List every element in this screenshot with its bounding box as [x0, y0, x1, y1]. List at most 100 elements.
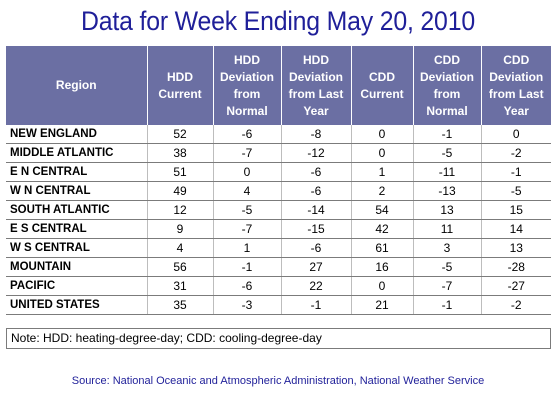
header-cdd-dev-normal: CDD Deviation from Normal — [413, 46, 482, 125]
header-label-line: Year — [503, 103, 529, 118]
value-cell: 1 — [351, 162, 414, 182]
region-cell: E S CENTRAL — [6, 219, 148, 239]
header-label-line: Normal — [226, 103, 268, 118]
table-row: W N CENTRAL 49 4 -6 2 -13 -5 — [6, 181, 551, 201]
value-cell: -5 — [413, 143, 482, 163]
header-label-line: HDD — [167, 69, 193, 84]
value-cell: 22 — [281, 276, 352, 296]
header-label-line: Deviation — [288, 69, 343, 84]
header-label-line: from Last — [488, 86, 544, 101]
table-row: MIDDLE ATLANTIC 38 -7 -12 0 -5 -2 — [6, 143, 551, 163]
table-row: SOUTH ATLANTIC 12 -5 -14 54 13 15 — [6, 200, 551, 220]
table-row: UNITED STATES 35 -3 -1 21 -1 -2 — [6, 295, 551, 315]
value-cell: 11 — [413, 219, 482, 239]
value-cell: -1 — [213, 257, 282, 277]
region-cell: W N CENTRAL — [6, 181, 148, 201]
value-cell: 13 — [413, 200, 482, 220]
value-cell: -7 — [213, 219, 282, 239]
value-cell: 0 — [213, 162, 282, 182]
table-row: PACIFIC 31 -6 22 0 -7 -27 — [6, 276, 551, 296]
header-hdd-dev-normal: HDD Deviation from Normal — [213, 46, 282, 125]
header-label-line: HDD — [303, 52, 329, 67]
value-cell: 14 — [481, 219, 551, 239]
value-cell: 0 — [351, 276, 414, 296]
degree-day-table: Region HDD Current HDD Deviation from Normal HD… — [6, 46, 551, 315]
header-label-line: from — [233, 86, 261, 101]
value-cell: -2 — [481, 295, 551, 315]
header-label-line: Deviation — [219, 69, 274, 84]
value-cell: 54 — [351, 200, 414, 220]
value-cell: -1 — [413, 125, 482, 144]
region-cell: W S CENTRAL — [6, 238, 148, 258]
table-note: Note: HDD: heating-degree-day; CDD: cool… — [6, 328, 551, 349]
value-cell: 35 — [147, 295, 214, 315]
value-cell: 2 — [351, 181, 414, 201]
value-cell: 0 — [481, 125, 551, 144]
value-cell: -5 — [413, 257, 482, 277]
value-cell: -28 — [481, 257, 551, 277]
table-header-row: Region HDD Current HDD Deviation from Normal HD… — [6, 46, 551, 125]
value-cell: -8 — [281, 125, 352, 144]
value-cell: 52 — [147, 125, 214, 144]
region-cell: PACIFIC — [6, 276, 148, 296]
source-citation: Source: National Oceanic and Atmospheric… — [71, 375, 485, 387]
header-label-line: CDD — [369, 69, 395, 84]
value-cell: 61 — [351, 238, 414, 258]
header-label-line: Region — [55, 78, 97, 92]
header-label-line: Deviation — [419, 69, 474, 84]
region-cell: E N CENTRAL — [6, 162, 148, 182]
value-cell: -1 — [413, 295, 482, 315]
header-label-line: Current — [360, 86, 404, 101]
value-cell: 56 — [147, 257, 214, 277]
region-cell: UNITED STATES — [6, 295, 148, 315]
value-cell: -2 — [481, 143, 551, 163]
value-cell: -1 — [281, 295, 352, 315]
region-cell: NEW ENGLAND — [6, 125, 148, 144]
value-cell: -6 — [281, 181, 352, 201]
value-cell: 42 — [351, 219, 414, 239]
value-cell: -6 — [213, 276, 282, 296]
header-cdd-current: CDD Current — [351, 46, 414, 125]
value-cell: 4 — [213, 181, 282, 201]
value-cell: -5 — [481, 181, 551, 201]
value-cell: -27 — [481, 276, 551, 296]
region-cell: MIDDLE ATLANTIC — [6, 143, 148, 163]
header-label-line: CDD — [434, 52, 460, 67]
header-label-line: from Last — [288, 86, 344, 101]
header-label-line: from — [433, 86, 461, 101]
header-label-line: Deviation — [489, 69, 544, 84]
table-row: NEW ENGLAND 52 -6 -8 0 -1 0 — [6, 125, 551, 144]
header-label-line: Normal — [426, 103, 468, 118]
table-body: NEW ENGLAND 52 -6 -8 0 -1 0 MIDDLE ATLANTIC 38 -7… — [6, 125, 551, 315]
value-cell: -6 — [213, 125, 282, 144]
value-cell: -1 — [481, 162, 551, 182]
value-cell: -3 — [213, 295, 282, 315]
value-cell: 13 — [481, 238, 551, 258]
value-cell: -15 — [281, 219, 352, 239]
value-cell: 4 — [147, 238, 214, 258]
header-label-line: Year — [303, 103, 329, 118]
header-hdd-current: HDD Current — [147, 46, 214, 125]
region-cell: SOUTH ATLANTIC — [6, 200, 148, 220]
value-cell: 38 — [147, 143, 214, 163]
value-cell: 9 — [147, 219, 214, 239]
value-cell: 31 — [147, 276, 214, 296]
value-cell: 0 — [351, 143, 414, 163]
table-row: W S CENTRAL 4 1 -6 61 3 13 — [6, 238, 551, 258]
value-cell: -6 — [281, 238, 352, 258]
value-cell: 51 — [147, 162, 214, 182]
value-cell: -7 — [213, 143, 282, 163]
value-cell: 3 — [413, 238, 482, 258]
table-row: MOUNTAIN 56 -1 27 16 -5 -28 — [6, 257, 551, 277]
header-hdd-dev-last-year: HDD Deviation from Last Year — [281, 46, 352, 125]
value-cell: 21 — [351, 295, 414, 315]
value-cell: 27 — [281, 257, 352, 277]
header-label-line: CDD — [503, 52, 530, 67]
table-row: E N CENTRAL 51 0 -6 1 -11 -1 — [6, 162, 551, 182]
value-cell: 12 — [147, 200, 214, 220]
region-cell: MOUNTAIN — [6, 257, 148, 277]
header-label-line: HDD — [234, 52, 260, 67]
value-cell: 16 — [351, 257, 414, 277]
value-cell: -13 — [413, 181, 482, 201]
header-region: Region — [6, 46, 148, 125]
